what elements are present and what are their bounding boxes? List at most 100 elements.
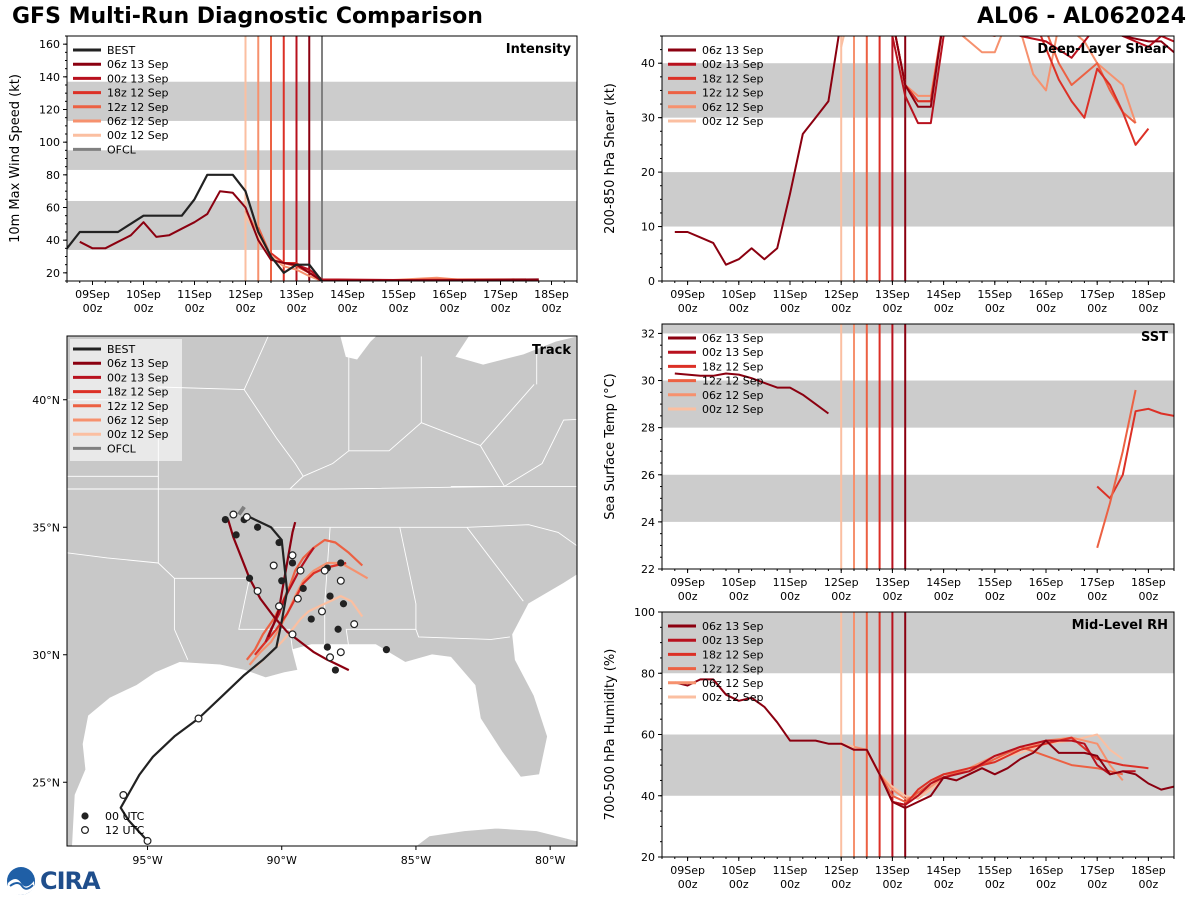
x-tick-label: 12Sep (228, 288, 263, 301)
shade-band (662, 380, 1174, 428)
x-tick-label: 09Sep (670, 864, 705, 877)
legend-label: 06z 12 Sep (702, 101, 764, 114)
shear-plot-area (662, 36, 1174, 281)
y-tick-label: 32 (641, 327, 655, 340)
track-point-00z (323, 643, 331, 651)
y-tick-label: 30°N (32, 649, 60, 662)
series-line (67, 173, 323, 281)
y-tick-label: 35°N (32, 521, 60, 534)
track-point-00z (339, 600, 348, 608)
island (415, 827, 577, 846)
x-tick-label: 10Sep (721, 288, 756, 301)
series-line (840, 36, 845, 48)
legend-label: 06z 13 Sep (702, 620, 764, 633)
legend-label: 12z 12 Sep (702, 663, 764, 676)
sst-panel: 22242628303209Sep00z10Sep00z11Sep00z12Se… (603, 323, 1175, 603)
y-tick-label: 40 (46, 234, 60, 247)
x-tick-label: 00z (831, 302, 851, 315)
track-line (237, 505, 246, 516)
track-point-12z (336, 576, 345, 585)
x-tick-label: 00z (1087, 590, 1107, 603)
y-tick-label: 60 (641, 729, 655, 742)
x-tick-label: 12Sep (824, 288, 859, 301)
legend-marker-12z (80, 825, 89, 834)
x-tick-label: 18Sep (1131, 864, 1166, 877)
x-tick-label: 00z (83, 302, 103, 315)
y-tick-label: 25°N (32, 776, 60, 789)
legend-label: 00z 13 Sep (107, 72, 169, 85)
x-tick-label: 17Sep (1080, 288, 1115, 301)
shade-band (662, 612, 1174, 674)
x-tick-label: 00z (883, 302, 903, 315)
y-tick-label: 40 (641, 57, 655, 70)
legend-label: 12 UTC (105, 824, 145, 837)
y-tick-label: 26 (641, 469, 655, 482)
track-point-12z (288, 630, 297, 639)
x-tick-label: 13Sep (279, 288, 314, 301)
x-tick-label: 00z (542, 302, 562, 315)
x-tick-label: 00z (934, 590, 954, 603)
logo-text: CIRA (40, 867, 101, 895)
x-tick-label: 00z (185, 302, 205, 315)
series-line (891, 36, 1174, 125)
series-line (865, 745, 1124, 803)
track-point-12z (320, 566, 329, 575)
legend-label: 18z 12 Sep (702, 360, 764, 373)
lake (340, 336, 377, 360)
track-point-12z (350, 620, 359, 629)
x-tick-label: 85°W (401, 854, 431, 867)
shade-band (662, 324, 1174, 334)
y-tick-label: 30 (641, 112, 655, 125)
legend-label: 00z 12 Sep (107, 129, 169, 142)
state-border (348, 422, 481, 452)
track-point-12z (318, 607, 327, 616)
track-point-12z (253, 586, 262, 595)
x-tick-label: 00z (831, 878, 851, 891)
legend-background (70, 339, 182, 461)
track-point-12z (336, 648, 345, 657)
y-tick-label: 140 (39, 71, 60, 84)
x-tick-label: 11Sep (773, 576, 808, 589)
track-point-12z (275, 602, 284, 611)
panel-title: Mid-Level RH (1072, 618, 1168, 633)
track-point-12z (119, 790, 128, 799)
legend-label: 00z 12 Sep (702, 403, 764, 416)
track-point-00z (275, 538, 283, 547)
series-line (854, 36, 1137, 124)
legend-label: 18z 12 Sep (107, 386, 169, 399)
panel-title: Track (532, 343, 571, 358)
y-tick-label: 20 (46, 267, 60, 280)
x-tick-label: 00z (1139, 590, 1159, 603)
track-point-12z (293, 594, 302, 603)
panel-title: Intensity (506, 42, 572, 57)
legend-label: 00z 12 Sep (702, 691, 764, 704)
legend-label: 00z 13 Sep (702, 346, 764, 359)
y-tick-label: 40°N (32, 394, 60, 407)
legend-label: 06z 13 Sep (702, 332, 764, 345)
x-tick-label: 00z (1036, 590, 1056, 603)
track-point-00z (334, 625, 342, 633)
track-point-00z (278, 577, 286, 585)
panel-title: SST (1141, 330, 1168, 345)
y-tick-label: 20 (641, 851, 655, 864)
y-axis-label: Sea Surface Temp (°C) (603, 373, 618, 520)
series-line (79, 190, 539, 281)
legend-label: 06z 12 Sep (107, 414, 169, 427)
y-axis-label: 200-850 hPa Shear (kt) (603, 83, 618, 234)
track-point-12z (288, 551, 297, 560)
y-tick-label: 10 (641, 221, 655, 234)
x-tick-label: 13Sep (875, 288, 910, 301)
x-tick-label: 12Sep (824, 576, 859, 589)
x-tick-label: 00z (729, 878, 749, 891)
legend-label: 06z 12 Sep (702, 677, 764, 690)
x-tick-label: 15Sep (977, 288, 1012, 301)
legend-label: BEST (107, 343, 135, 356)
x-tick-label: 00z (1087, 878, 1107, 891)
shear-panel: 01020304009Sep00z10Sep00z11Sep00z12Sep00… (603, 35, 1175, 315)
y-tick-label: 0 (648, 275, 655, 288)
x-tick-label: 00z (729, 302, 749, 315)
track-point-12z (296, 566, 305, 575)
y-tick-label: 100 (634, 606, 655, 619)
x-tick-label: 00z (985, 590, 1005, 603)
x-tick-label: 80°W (535, 854, 565, 867)
